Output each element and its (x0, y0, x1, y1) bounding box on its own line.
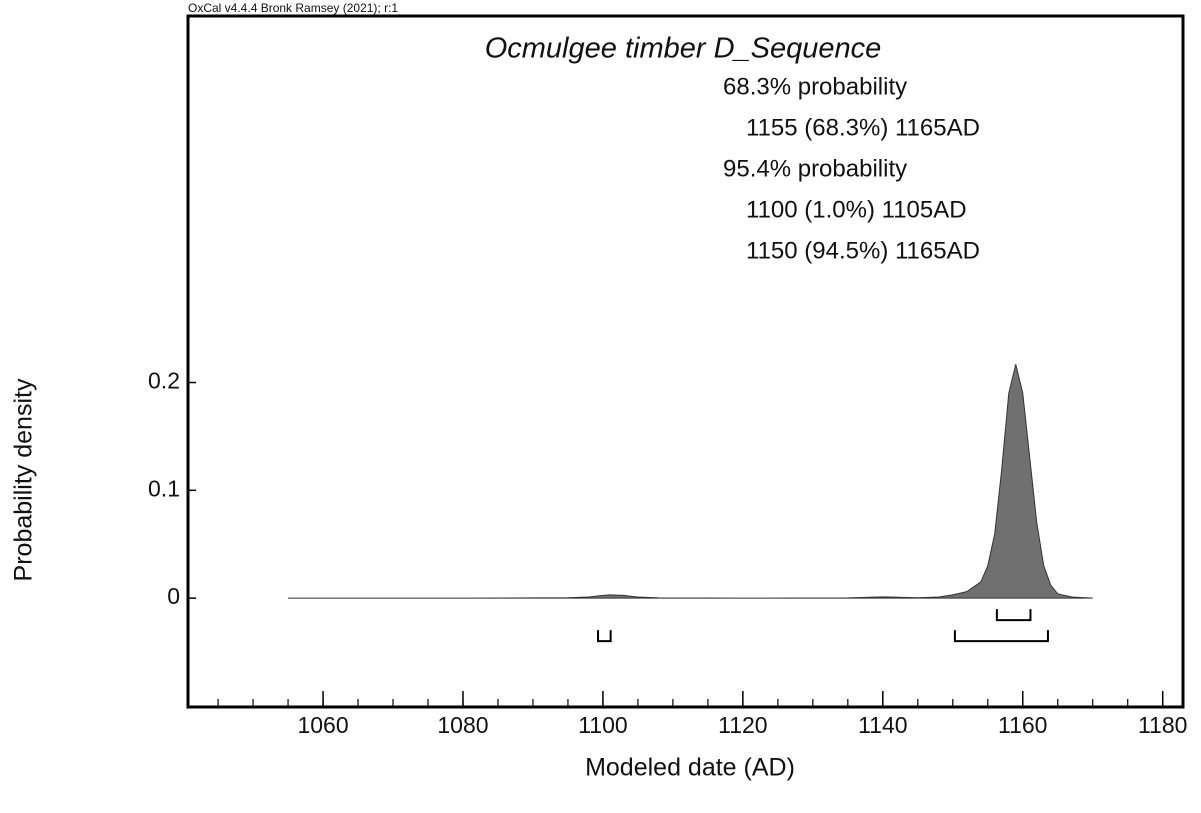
x-axis-label: Modeled date (AD) (585, 754, 795, 782)
x-tick-label: 1080 (437, 712, 488, 738)
y-tick-label: 0 (167, 583, 180, 609)
plot-frame (186, 14, 1185, 709)
range-bracket (597, 630, 612, 643)
range-bracket (995, 609, 1032, 622)
x-tick-label: 1140 (858, 712, 907, 738)
y-tick-label: 0.1 (148, 475, 180, 501)
y-tick-label: 0.2 (148, 368, 180, 394)
x-tick-label: 1100 (578, 712, 627, 738)
chart-title: Ocmulgee timber D_Sequence (485, 33, 882, 65)
x-tick-label: 1160 (998, 712, 1047, 738)
summary-range: 1150 (94.5%) 1165AD (746, 237, 980, 264)
x-tick-label: 1180 (1138, 712, 1187, 738)
x-tick-label: 1060 (297, 712, 348, 738)
header: OxCal v4.4.4 Bronk Ramsey (2021); r:1 (188, 1, 398, 15)
summary-range: 1100 (1.0%) 1105AD (746, 196, 967, 223)
range-bracket (953, 630, 1049, 643)
summary-heading: 95.4% probability (723, 155, 907, 182)
density-area (288, 364, 1093, 599)
x-tick-label: 1120 (718, 712, 767, 738)
y-axis-label: Probability density (10, 378, 38, 581)
summary-range: 1155 (68.3%) 1165AD (746, 114, 980, 141)
summary-heading: 68.3% probability (723, 73, 907, 100)
